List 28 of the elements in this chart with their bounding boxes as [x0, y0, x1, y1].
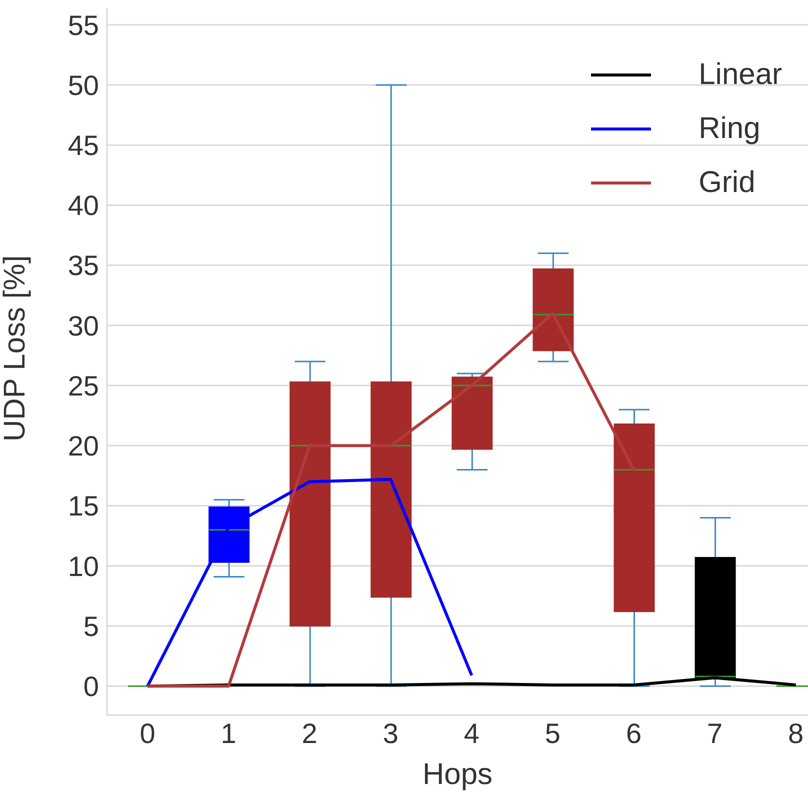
y-axis-title: UDP Loss [%]: [0, 255, 32, 442]
x-tick-label: 7: [707, 718, 723, 749]
x-axis-title: Hops: [422, 758, 493, 791]
x-tick-label: 3: [382, 718, 398, 749]
y-tick-label: 55: [68, 10, 99, 41]
line-series: [146, 312, 636, 688]
y-tick-label: 50: [68, 70, 99, 101]
y-tick-label: 25: [68, 370, 99, 402]
y-tick-label: 15: [68, 490, 99, 522]
y-tick-label: 40: [68, 190, 99, 222]
x-tick-label: 4: [464, 718, 480, 749]
x-tick-label: 5: [544, 718, 561, 749]
legend-label: Linear: [698, 58, 782, 92]
x-tick-label: 8: [788, 718, 804, 749]
y-tick-label: 5: [83, 610, 99, 642]
y-tick-label: 20: [68, 430, 99, 462]
y-tick-label: 45: [68, 130, 99, 162]
y-tick-label: 30: [68, 310, 99, 342]
legend-label: Ring: [698, 112, 760, 146]
x-tick-label: 6: [626, 718, 642, 749]
legend-label: Grid: [698, 166, 756, 200]
y-tick-label: 0: [83, 671, 99, 702]
x-tick-label: 2: [302, 718, 318, 749]
y-tick-label: 35: [68, 250, 99, 282]
x-tick-label: 0: [140, 718, 156, 749]
x-tick-label: 1: [220, 718, 236, 749]
y-tick-label: 10: [68, 550, 99, 582]
line-series: [146, 478, 474, 688]
